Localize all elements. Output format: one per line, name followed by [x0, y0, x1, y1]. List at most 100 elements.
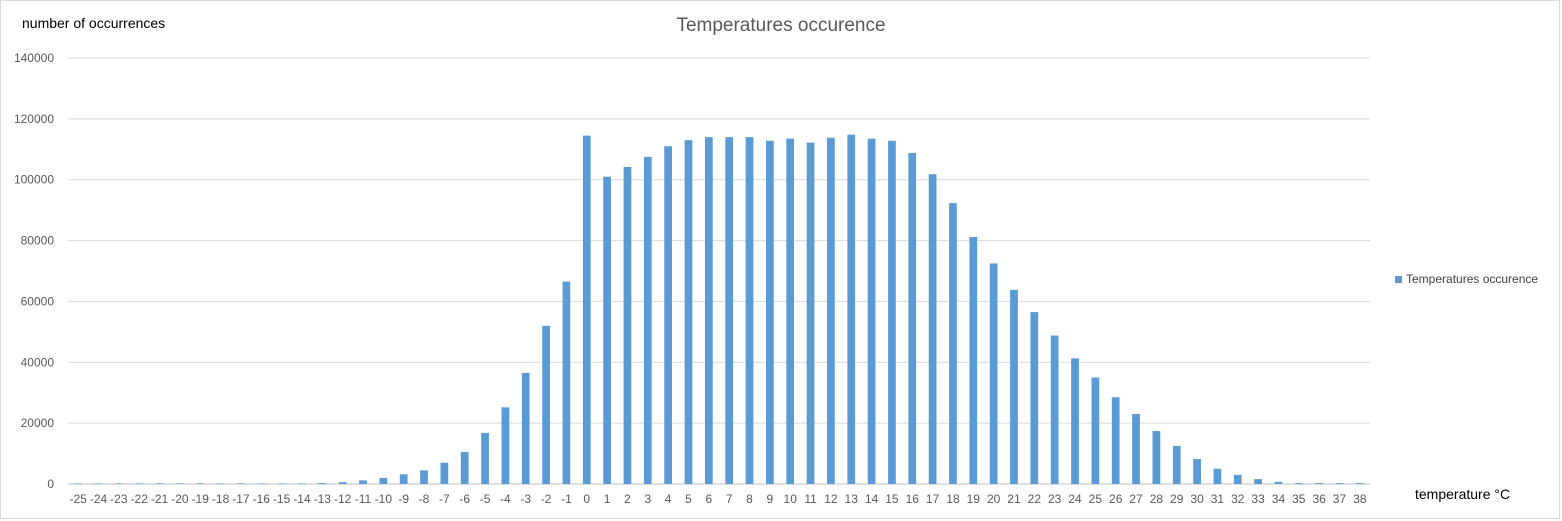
- bar: [786, 138, 795, 484]
- x-axis-title: temperature °C: [1415, 486, 1511, 502]
- x-tick-label: 0: [583, 492, 590, 506]
- x-tick-label: 6: [705, 492, 712, 506]
- bar: [949, 203, 957, 484]
- x-tick-label: 1: [604, 492, 611, 506]
- x-tick-label: -10: [375, 492, 393, 506]
- x-tick-label: -4: [500, 492, 511, 506]
- y-tick-label: 100000: [14, 173, 54, 187]
- x-tick-label: 29: [1170, 492, 1184, 506]
- x-tick-label: 12: [824, 492, 838, 506]
- bar: [989, 263, 998, 484]
- x-tick-label: 15: [885, 492, 899, 506]
- bar: [928, 174, 937, 485]
- x-tick-label: -25: [70, 492, 88, 506]
- y-tick-label: 80000: [21, 234, 55, 248]
- x-tick-label: -14: [293, 492, 311, 506]
- bar: [562, 281, 571, 484]
- bar: [176, 483, 184, 484]
- x-tick-label: 34: [1272, 492, 1286, 506]
- chart-title: Temperatures occurence: [676, 15, 886, 36]
- y-tick-label: 60000: [21, 294, 55, 308]
- x-tick-label: -21: [151, 492, 169, 506]
- bar: [1091, 377, 1100, 484]
- x-tick-label: -11: [355, 492, 372, 506]
- x-tick-label: 4: [665, 492, 672, 506]
- x-tick-label: -3: [520, 492, 531, 506]
- x-tick-label: 28: [1150, 492, 1164, 506]
- x-tick-label: 14: [865, 492, 879, 506]
- bar: [542, 325, 550, 484]
- x-tick-label: 33: [1251, 492, 1265, 506]
- bar: [1233, 474, 1242, 484]
- bar: [1294, 483, 1303, 484]
- bar: [1152, 431, 1161, 484]
- y-tick-label: 140000: [14, 51, 54, 65]
- bar: [725, 137, 734, 484]
- x-tick-label: 30: [1190, 492, 1204, 506]
- bar: [1355, 483, 1364, 484]
- bar: [1213, 468, 1222, 484]
- bar: [1335, 483, 1344, 484]
- x-tick-label: -2: [541, 492, 552, 506]
- bar: [460, 452, 469, 484]
- x-tick-label: 36: [1312, 492, 1326, 506]
- bar: [908, 152, 917, 485]
- bar: [664, 146, 673, 484]
- bar: [277, 483, 286, 484]
- bar: [623, 166, 632, 485]
- x-tick-label: 27: [1129, 492, 1143, 506]
- bar: [420, 470, 428, 484]
- x-tick-label: -12: [334, 492, 352, 506]
- bar: [888, 140, 896, 484]
- x-tick-label: -15: [273, 492, 291, 506]
- x-tick-label: -1: [561, 492, 572, 506]
- x-tick-label: -9: [398, 492, 409, 506]
- legend-swatch: [1395, 275, 1402, 283]
- x-tick-label: -22: [131, 492, 149, 506]
- x-tick-label: -16: [253, 492, 271, 506]
- bar: [827, 137, 835, 485]
- x-tick-label: 18: [946, 492, 960, 506]
- x-tick-label: -18: [212, 492, 230, 506]
- x-tick-label: 25: [1089, 492, 1103, 506]
- bar: [643, 156, 652, 484]
- bar: [114, 483, 123, 484]
- x-tick-label: 13: [845, 492, 859, 506]
- legend-label: Temperatures occurence: [1406, 272, 1539, 286]
- bar: [704, 137, 713, 484]
- bar: [359, 480, 367, 484]
- bar: [1172, 445, 1181, 484]
- x-tick-label: 16: [906, 492, 920, 506]
- bar: [521, 372, 530, 484]
- bar: [603, 176, 611, 484]
- bar: [867, 138, 876, 484]
- bar: [196, 483, 205, 484]
- x-tick-label: 23: [1048, 492, 1062, 506]
- bar: [155, 483, 164, 484]
- bar: [765, 140, 774, 484]
- bar: [745, 137, 754, 484]
- bar: [969, 236, 978, 484]
- bar: [338, 482, 347, 484]
- x-tick-label: 17: [926, 492, 940, 506]
- bar: [1010, 289, 1018, 484]
- bar: [94, 483, 103, 484]
- y-axis-title: number of occurrences: [22, 15, 166, 31]
- x-tick-label: 21: [1007, 492, 1021, 506]
- bar: [399, 474, 408, 484]
- x-tick-label: 26: [1109, 492, 1123, 506]
- bar: [318, 483, 327, 484]
- x-tick-label: 7: [726, 492, 733, 506]
- bar: [1030, 312, 1039, 484]
- bar: [135, 483, 144, 484]
- bar: [481, 432, 489, 484]
- bar: [1193, 459, 1201, 484]
- x-tick-label: -17: [232, 492, 250, 506]
- bar: [1254, 479, 1262, 484]
- x-tick-label: 22: [1028, 492, 1042, 506]
- x-tick-label: -20: [171, 492, 189, 506]
- x-tick-label: -23: [110, 492, 128, 506]
- y-tick-label: 0: [47, 477, 54, 491]
